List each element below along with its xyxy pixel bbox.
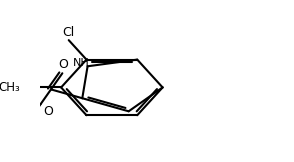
Text: NH: NH [73,58,89,68]
Text: O: O [43,105,53,118]
Text: Cl: Cl [63,26,75,39]
Text: CH₃: CH₃ [0,81,21,94]
Text: O: O [59,58,69,71]
